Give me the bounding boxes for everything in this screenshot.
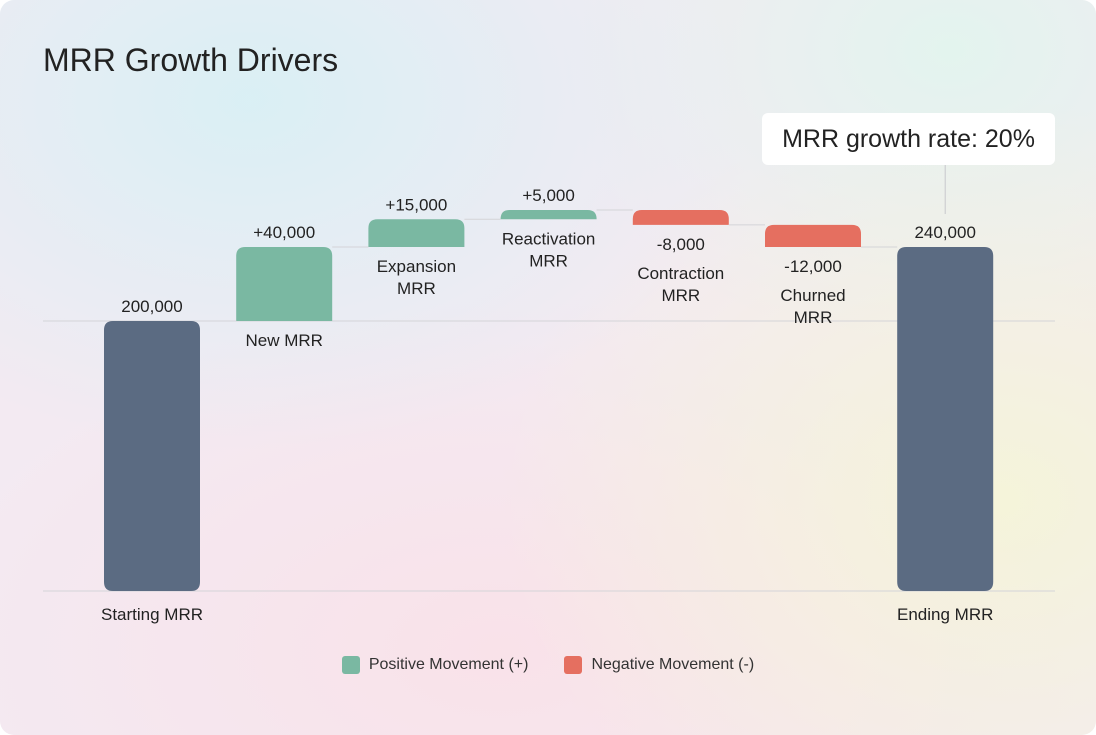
- bar-expansion-mrr: [368, 219, 465, 248]
- legend-item-negative: Negative Movement (-): [564, 656, 754, 674]
- value-label: +40,000: [253, 223, 315, 242]
- legend-swatch-negative: [564, 656, 583, 674]
- legend-label-negative: Negative Movement (-): [591, 656, 755, 673]
- value-label: -8,000: [657, 235, 705, 254]
- chart-title: MRR Growth Drivers: [43, 42, 339, 78]
- bar-churned-mrr: [765, 224, 861, 248]
- bar-starting-mrr: [104, 321, 200, 591]
- bar-contraction-mrr: [632, 210, 729, 225]
- value-label: 240,000: [914, 223, 975, 242]
- category-label: Starting MRR: [101, 605, 203, 624]
- value-label: +15,000: [385, 195, 447, 214]
- legend-item-positive: Positive Movement (+): [341, 656, 529, 674]
- legend-label-positive: Positive Movement (+): [368, 656, 529, 673]
- value-label: 200,000: [121, 297, 182, 316]
- bar-new-mrr: [236, 247, 333, 321]
- category-label: Ending MRR: [897, 605, 993, 624]
- category-label: Expansion: [377, 257, 456, 276]
- legend-swatch-positive: [341, 656, 360, 674]
- legend: Positive Movement (+) Negative Movement …: [0, 656, 1096, 674]
- category-label: Reactivation: [502, 229, 596, 248]
- bar-ending-mrr: [897, 247, 994, 591]
- category-label: MRR: [794, 308, 833, 327]
- category-label: MRR: [397, 279, 436, 298]
- value-label: -12,000: [784, 257, 842, 276]
- value-label: +5,000: [522, 186, 574, 205]
- category-label: MRR: [529, 251, 568, 270]
- growth-rate-callout: MRR growth rate: 20%: [762, 113, 1055, 165]
- category-label: MRR: [661, 286, 700, 305]
- category-label: Churned: [780, 286, 845, 305]
- category-label: New MRR: [245, 331, 322, 350]
- category-label: Contraction: [637, 264, 724, 283]
- bar-reactivation-mrr: [500, 210, 597, 220]
